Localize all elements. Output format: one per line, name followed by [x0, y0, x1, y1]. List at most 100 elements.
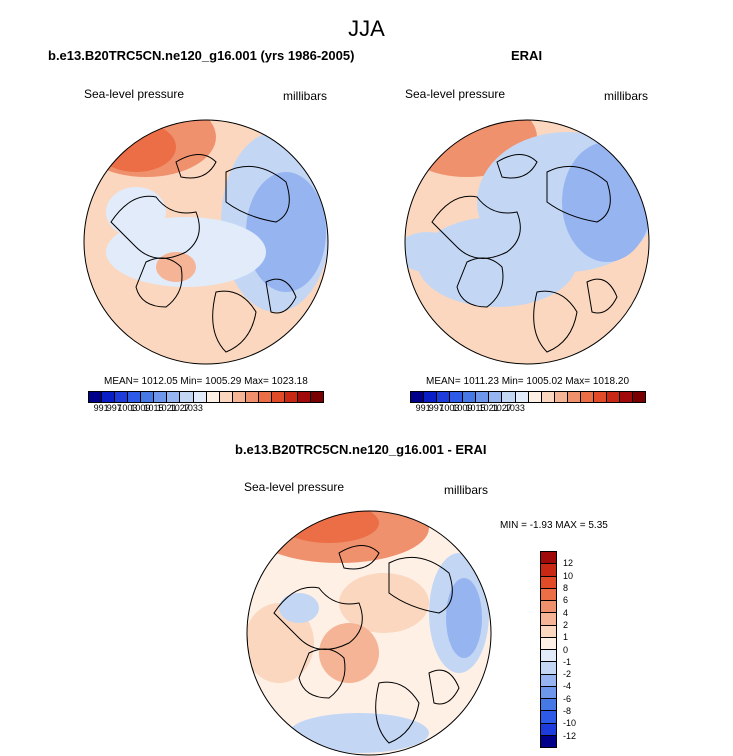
- low-pressure-region: [106, 187, 166, 237]
- colorbar-cell: [541, 686, 556, 699]
- colorbar-tick-label: -2: [563, 669, 572, 680]
- colorbar-tick-label: 1009: [130, 403, 151, 413]
- colorbar-cell: [541, 650, 556, 663]
- colorbar-cell: [541, 735, 556, 747]
- colorbar-cell: [115, 392, 129, 402]
- colorbar-cell: [271, 392, 285, 402]
- colorbar-cell: [489, 392, 503, 402]
- colorbar-tick-label: 1015: [143, 403, 164, 413]
- panel2-stats: MEAN= 1011.23 Min= 1005.02 Max= 1018.20: [426, 376, 630, 387]
- colorbar-tick-label: 1033: [182, 403, 203, 413]
- coastline: [375, 681, 420, 744]
- colorbar-cell: [541, 625, 556, 638]
- colorbar-cell: [541, 552, 556, 565]
- coastline: [428, 669, 460, 705]
- colorbar-cell: [89, 392, 103, 402]
- colorbar-cell: [232, 392, 246, 402]
- panel3-map-fill: [247, 511, 491, 755]
- colorbar-cell: [541, 723, 556, 736]
- colorbar-tick-label: 991: [415, 403, 431, 413]
- colorbar-tick-label: 0: [563, 644, 569, 655]
- colorbar-cell: [541, 699, 556, 712]
- coastline: [388, 556, 453, 614]
- colorbar-cell: [541, 588, 556, 601]
- colorbar-tick-label: 1021: [156, 403, 177, 413]
- panel1-map-border: [83, 119, 329, 365]
- panel3-units: millibars: [444, 483, 489, 497]
- panel1-colorbar: 991 997 1003 1009 1015 1021 1027 1033: [88, 391, 324, 415]
- panel2-title: ERAI: [511, 48, 543, 63]
- colorbar-cell: [298, 392, 312, 402]
- colorbar-tick-label: -6: [563, 693, 572, 704]
- positive-anomaly-region: [339, 573, 429, 633]
- coastline: [586, 278, 618, 314]
- colorbar-cell: [541, 674, 556, 687]
- coastline: [265, 278, 297, 314]
- coastline: [496, 154, 538, 179]
- colorbar-cell: [102, 392, 116, 402]
- high-pressure-region: [156, 252, 196, 282]
- coastline: [212, 290, 257, 353]
- low-pressure-core: [246, 172, 326, 292]
- panel2-variable: Sea-level pressure: [405, 87, 506, 101]
- coastline: [456, 257, 504, 308]
- colorbar-cell: [463, 392, 477, 402]
- low-pressure-region: [405, 232, 457, 272]
- panel1-units: millibars: [283, 89, 328, 103]
- panel1-title: b.e13.B20TRC5CN.ne120_g16.001 (yrs 1986-…: [48, 48, 355, 63]
- negative-anomaly-core: [446, 578, 482, 658]
- panel3-title: b.e13.B20TRC5CN.ne120_g16.001 - ERAI: [235, 442, 487, 457]
- colorbar-tick-label: 8: [563, 582, 569, 593]
- panel3-stats: MIN = -1.93 MAX = 5.35: [500, 520, 608, 531]
- colorbar-tick-label: 1033: [504, 403, 525, 413]
- colorbar-tick-label: 12: [563, 558, 574, 569]
- colorbar-cell: [141, 392, 155, 402]
- colorbar-cell: [476, 392, 490, 402]
- panel3-map-border: [246, 510, 492, 756]
- colorbar-tick-label: -8: [563, 706, 572, 717]
- colorbar-tick-label: 1027: [491, 403, 512, 413]
- high-pressure-region: [477, 307, 617, 357]
- colorbar-cell: [541, 613, 556, 626]
- colorbar-cell: [606, 392, 620, 402]
- colorbar-tick-label: -4: [563, 681, 572, 692]
- coastline: [338, 545, 380, 570]
- colorbar-cell: [128, 392, 142, 402]
- panel2-map-border: [404, 119, 650, 365]
- coastline: [298, 648, 346, 699]
- coastline: [225, 165, 290, 223]
- colorbar-cell: [554, 392, 568, 402]
- colorbar-cell: [502, 392, 516, 402]
- colorbar-tick-label: 997: [106, 403, 122, 413]
- panel3-colorbar-ticks: 12 10 8 6 4 2 1 0 -1 -2 -4 -6 -8 -10 -12: [563, 551, 593, 748]
- panel1-variable: Sea-level pressure: [84, 87, 185, 101]
- colorbar-cell: [633, 392, 646, 402]
- colorbar-cell: [284, 392, 298, 402]
- colorbar-cell: [180, 392, 194, 402]
- coastline: [135, 257, 183, 308]
- colorbar-cell: [580, 392, 594, 402]
- coastline: [533, 290, 578, 353]
- colorbar-cell: [541, 662, 556, 675]
- main-title: JJA: [348, 16, 385, 41]
- coastline: [546, 165, 611, 223]
- colorbar-cell: [541, 711, 556, 724]
- negative-anomaly-region: [279, 593, 319, 623]
- colorbar-cell: [193, 392, 207, 402]
- colorbar-tick-label: 991: [93, 403, 109, 413]
- positive-anomaly-region: [319, 623, 379, 683]
- panel2-colorbar: 991 997 1003 1009 1015 1021 1027 1033: [410, 391, 646, 415]
- colorbar-tick-label: 6: [563, 595, 569, 606]
- colorbar-tick-label: 4: [563, 607, 569, 618]
- colorbar-cell: [424, 392, 438, 402]
- colorbar-cell: [206, 392, 220, 402]
- colorbar-tick-label: 1: [563, 632, 569, 643]
- colorbar-tick-label: 1021: [478, 403, 499, 413]
- colorbar-cell: [541, 392, 555, 402]
- colorbar-cell: [258, 392, 272, 402]
- colorbar-tick-label: 1003: [439, 403, 460, 413]
- colorbar-cell: [437, 392, 451, 402]
- colorbar-tick-label: 10: [563, 570, 574, 581]
